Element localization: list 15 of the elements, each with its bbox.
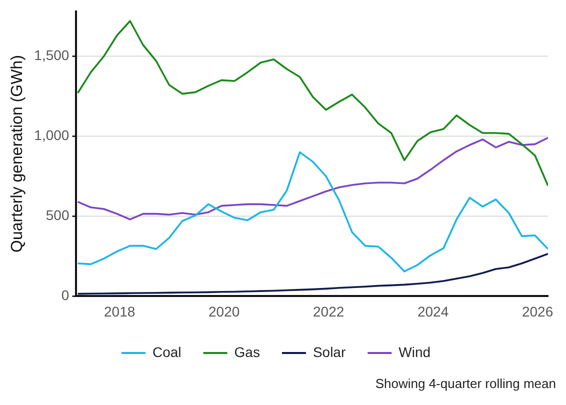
x-tick-label: 2020 (208, 303, 240, 320)
text: Showing 4-quarter rolling mean (374, 376, 556, 391)
y-axis-title: Quarterly generation (GWh) (9, 55, 26, 253)
y-tick-label: 1,500 (34, 47, 70, 64)
legend-label: Wind (398, 344, 431, 360)
legend-label: Solar (312, 344, 346, 360)
x-tick-label: 2022 (312, 303, 344, 320)
legend-label: Coal (152, 344, 182, 360)
x-tick-label: 2024 (417, 303, 449, 320)
legend-label: Gas (234, 344, 260, 360)
x-tick-label: 2018 (104, 303, 136, 320)
y-tick-label: 1,000 (34, 127, 70, 144)
y-tick-label: 500 (46, 207, 70, 224)
x-tick-label: 2026 (522, 303, 554, 320)
y-tick-label: 0 (61, 287, 70, 304)
